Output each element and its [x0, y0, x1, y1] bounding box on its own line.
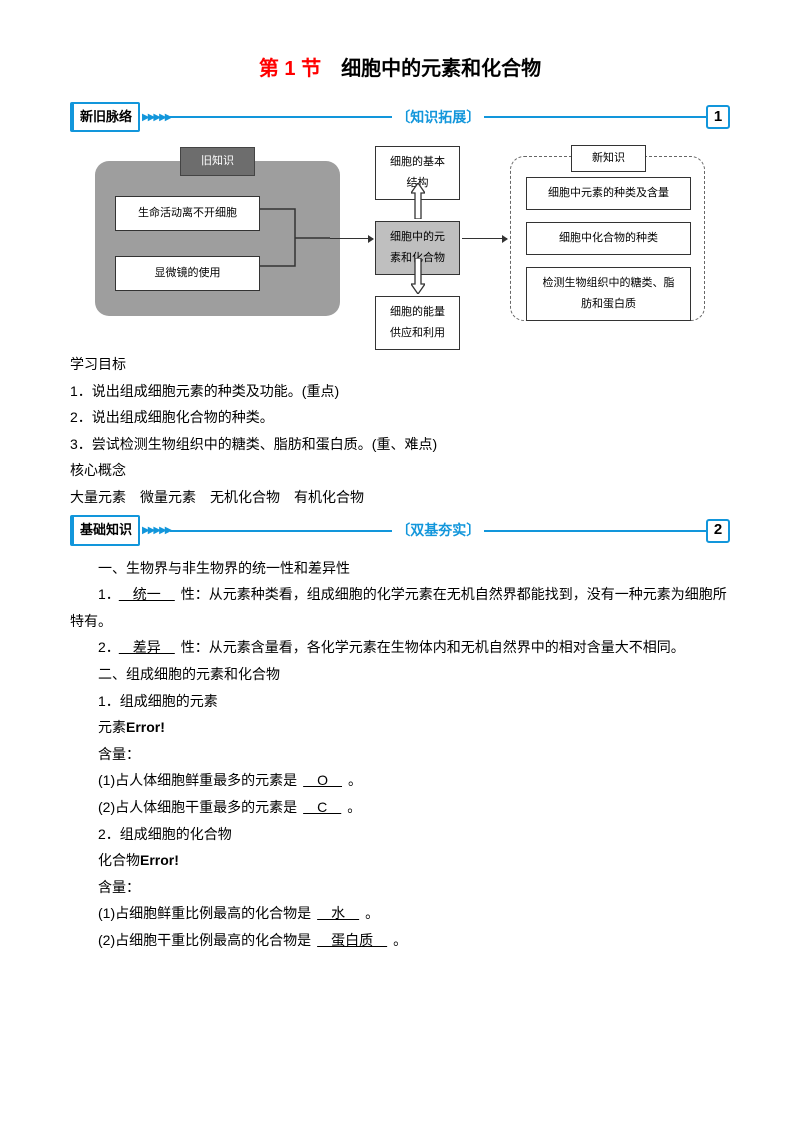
p11b: 。 [365, 905, 379, 921]
new-knowledge-panel: 新知识 细胞中元素的种类及含量 细胞中化合物的种类 检测生物组织中的糖类、脂肪和… [510, 156, 705, 321]
p2: 2． 差异 性：从元素含量看，各化学元素在生物体内和无机自然界中的相对含量大不相… [70, 634, 730, 661]
section-number-1: 1 [706, 105, 730, 129]
p4a: 元素 [98, 719, 126, 735]
chevrons-icon: ▶▶▶▶▶ [142, 521, 170, 540]
hollow-arrow-up-icon [411, 183, 425, 219]
p6: (1)占人体细胞鲜重最多的元素是 O 。 [70, 767, 730, 794]
p9a: 化合物 [98, 852, 140, 868]
arrow-old-to-center [330, 238, 373, 239]
hollow-arrow-down-icon [411, 258, 425, 294]
section-b-heading: 核心概念 [70, 457, 730, 484]
old-connector [260, 206, 330, 276]
p8: 2．组成细胞的化合物 [70, 821, 730, 848]
p2b: 性：从元素含量看，各化学元素在生物体内和无机自然界中的相对含量大不相同。 [181, 639, 685, 655]
p11: (1)占细胞鲜重比例最高的化合物是 水 。 [70, 900, 730, 927]
p1a: 1． [98, 586, 113, 602]
p5: 含量： [70, 741, 730, 768]
hline [484, 116, 706, 118]
p7a: (2)占人体细胞干重最多的元素是 [98, 799, 297, 815]
error-text-2: Error! [140, 852, 179, 868]
p9: 化合物Error! [70, 847, 730, 874]
p12a: (2)占细胞干重比例最高的化合物是 [98, 932, 311, 948]
p3: 1．组成细胞的元素 [70, 688, 730, 715]
p2u: 差异 [113, 639, 181, 655]
p6a: (1)占人体细胞鲜重最多的元素是 [98, 772, 297, 788]
section-number-2: 2 [706, 519, 730, 543]
title-red: 第 1 节 [259, 58, 321, 80]
old-knowledge-label: 旧知识 [180, 147, 255, 176]
goal-2: 2．说出组成细胞化合物的种类。 [70, 404, 730, 431]
divider-foundation: 基础知识 ▶▶▶▶▶ 〔双基夯实〕 2 [70, 517, 730, 545]
goal-3: 3．尝试检测生物组织中的糖类、脂肪和蛋白质。(重、难点) [70, 431, 730, 458]
p12b: 。 [393, 932, 407, 948]
p7b: 。 [347, 799, 361, 815]
p6u: O [297, 772, 348, 788]
concept-diagram: 旧知识 生命活动离不开细胞 显微镜的使用 细胞的基本结构 细胞中的元素和化合物 … [95, 141, 705, 341]
p2a: 2． [98, 639, 113, 655]
page-title: 第 1 节 细胞中的元素和化合物 [70, 50, 730, 88]
center-bottom-box: 细胞的能量供应和利用 [375, 296, 460, 350]
chevrons-icon: ▶▶▶▶▶ [142, 108, 170, 127]
old-box-2: 显微镜的使用 [115, 256, 260, 291]
body-text: 学习目标 1．说出组成细胞元素的种类及功能。(重点) 2．说出组成细胞化合物的种… [70, 351, 730, 511]
core-concepts: 大量元素 微量元素 无机化合物 有机化合物 [70, 484, 730, 511]
tag-old-new: 新旧脉络 [70, 102, 140, 133]
p11a: (1)占细胞鲜重比例最高的化合物是 [98, 905, 311, 921]
p1u: 统一 [113, 586, 181, 602]
new-knowledge-label: 新知识 [571, 145, 646, 172]
p4: 元素Error! [70, 714, 730, 741]
p10: 含量： [70, 874, 730, 901]
title-black: 细胞中的元素和化合物 [321, 58, 541, 80]
h2: 二、组成细胞的元素和化合物 [70, 661, 730, 688]
p11u: 水 [311, 905, 365, 921]
p1: 1． 统一 性：从元素种类看，组成细胞的化学元素在无机自然界都能找到，没有一种元… [70, 581, 730, 634]
error-text: Error! [126, 719, 165, 735]
new-box-2: 细胞中化合物的种类 [526, 222, 691, 255]
p7: (2)占人体细胞干重最多的元素是 C 。 [70, 794, 730, 821]
h1: 一、生物界与非生物界的统一性和差异性 [70, 555, 730, 582]
p6b: 。 [348, 772, 362, 788]
p12: (2)占细胞干重比例最高的化合物是 蛋白质 。 [70, 927, 730, 954]
section-a-heading: 学习目标 [70, 351, 730, 378]
body-text-2: 一、生物界与非生物界的统一性和差异性 1． 统一 性：从元素种类看，组成细胞的化… [70, 555, 730, 954]
p7u: C [297, 799, 347, 815]
divider-knowledge: 新旧脉络 ▶▶▶▶▶ 〔知识拓展〕 1 [70, 103, 730, 131]
old-box-1: 生命活动离不开细胞 [115, 196, 260, 231]
bracket-label-2: 〔双基夯实〕 [392, 517, 484, 544]
new-box-3: 检测生物组织中的糖类、脂肪和蛋白质 [526, 267, 691, 321]
hline [170, 530, 392, 532]
p12u: 蛋白质 [311, 932, 393, 948]
hline [170, 116, 392, 118]
tag-foundation: 基础知识 [70, 515, 140, 546]
bracket-label-1: 〔知识拓展〕 [392, 104, 484, 131]
new-box-1: 细胞中元素的种类及含量 [526, 177, 691, 210]
arrow-center-to-new [462, 238, 507, 239]
hline [484, 530, 706, 532]
old-knowledge-panel: 旧知识 生命活动离不开细胞 显微镜的使用 [95, 161, 340, 316]
goal-1: 1．说出组成细胞元素的种类及功能。(重点) [70, 378, 730, 405]
